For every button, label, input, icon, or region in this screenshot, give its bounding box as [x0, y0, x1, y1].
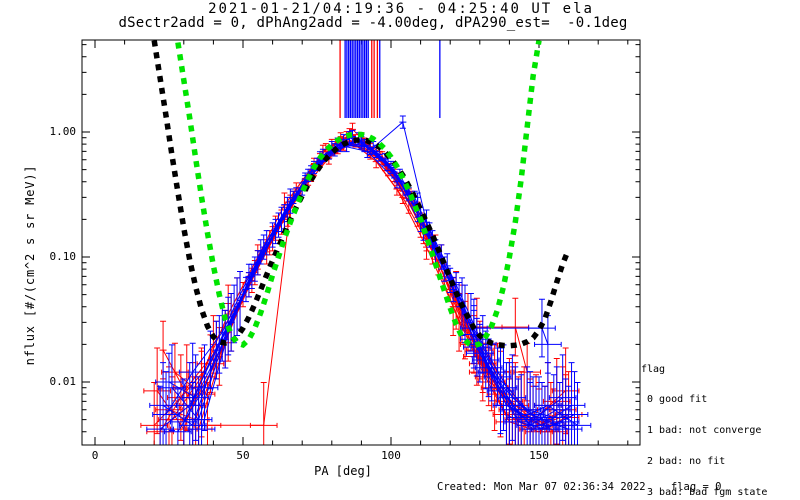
x-tick-label-100: 100 [381, 449, 401, 462]
fit-curves [151, 40, 572, 349]
plot-subtitle: dSectr2add = 0, dPhAng2add = -4.00deg, d… [118, 15, 628, 31]
fit-black-dashed [151, 40, 572, 349]
data-series [140, 115, 592, 445]
x-tick-label-0: 0 [91, 449, 99, 462]
legend-line: 1 bad: not converge [641, 425, 762, 437]
legend-line: 2 bad: no fit [641, 456, 726, 468]
y-tick-label-0p01: 0.01 [49, 375, 77, 388]
y-tick-label-1: 1.00 [49, 125, 77, 138]
y-tick-label-0p1: 0.10 [49, 250, 77, 263]
overflow-error-bars [339, 40, 441, 118]
created-timestamp: Created: Mon Mar 07 02:36:34 2022 flag =… [437, 481, 722, 493]
x-tick-label-50: 50 [236, 449, 250, 462]
plot-title: 2021-01-21/04:19:36 - 04:25:40 UT ela [208, 1, 594, 17]
legend-line: 0 good fit [641, 394, 708, 406]
fit-green-dashed [175, 40, 542, 349]
y-axis-title: nflux [#/(cm^2 s sr MeV)] [23, 164, 37, 366]
legend-line: 3 bad: bad fgm state [641, 487, 768, 499]
x-tick-label-150: 150 [529, 449, 549, 462]
legend-line: flag [641, 363, 666, 375]
x-axis-title: PA [deg] [314, 464, 372, 478]
flag-legend: flag 0 good fit 1 bad: not converge 2 ba… [641, 344, 779, 500]
plot-frame [81, 39, 641, 446]
